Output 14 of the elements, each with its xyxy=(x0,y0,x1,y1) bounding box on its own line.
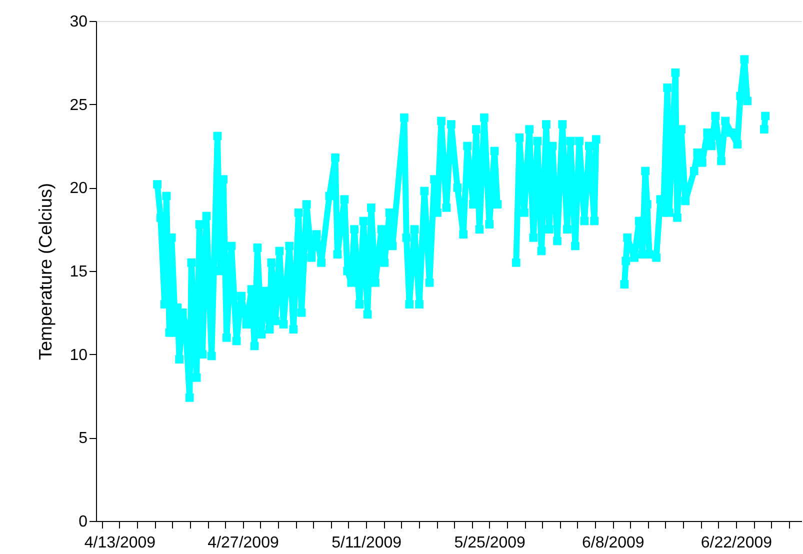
y-tick-label: 30 xyxy=(70,14,88,30)
x-tick-label: 6/22/2009 xyxy=(700,534,772,552)
y-tick-label: 0 xyxy=(78,514,88,530)
y-tick-label: 20 xyxy=(70,180,88,198)
x-tick-label: 4/13/2009 xyxy=(84,534,156,552)
x-tick-label: 5/11/2009 xyxy=(332,534,402,552)
x-tick-label: 6/8/2009 xyxy=(582,534,644,552)
x-tick-label: 4/27/2009 xyxy=(208,534,279,552)
y-axis-title: Temperature (Celcius) xyxy=(36,182,56,360)
x-tick-label: 5/25/2009 xyxy=(454,534,526,552)
y-tick-label: 25 xyxy=(70,96,88,114)
y-tick-label: 10 xyxy=(70,346,88,364)
y-tick-label: 5 xyxy=(78,430,88,448)
y-tick-label: 15 xyxy=(70,264,88,280)
